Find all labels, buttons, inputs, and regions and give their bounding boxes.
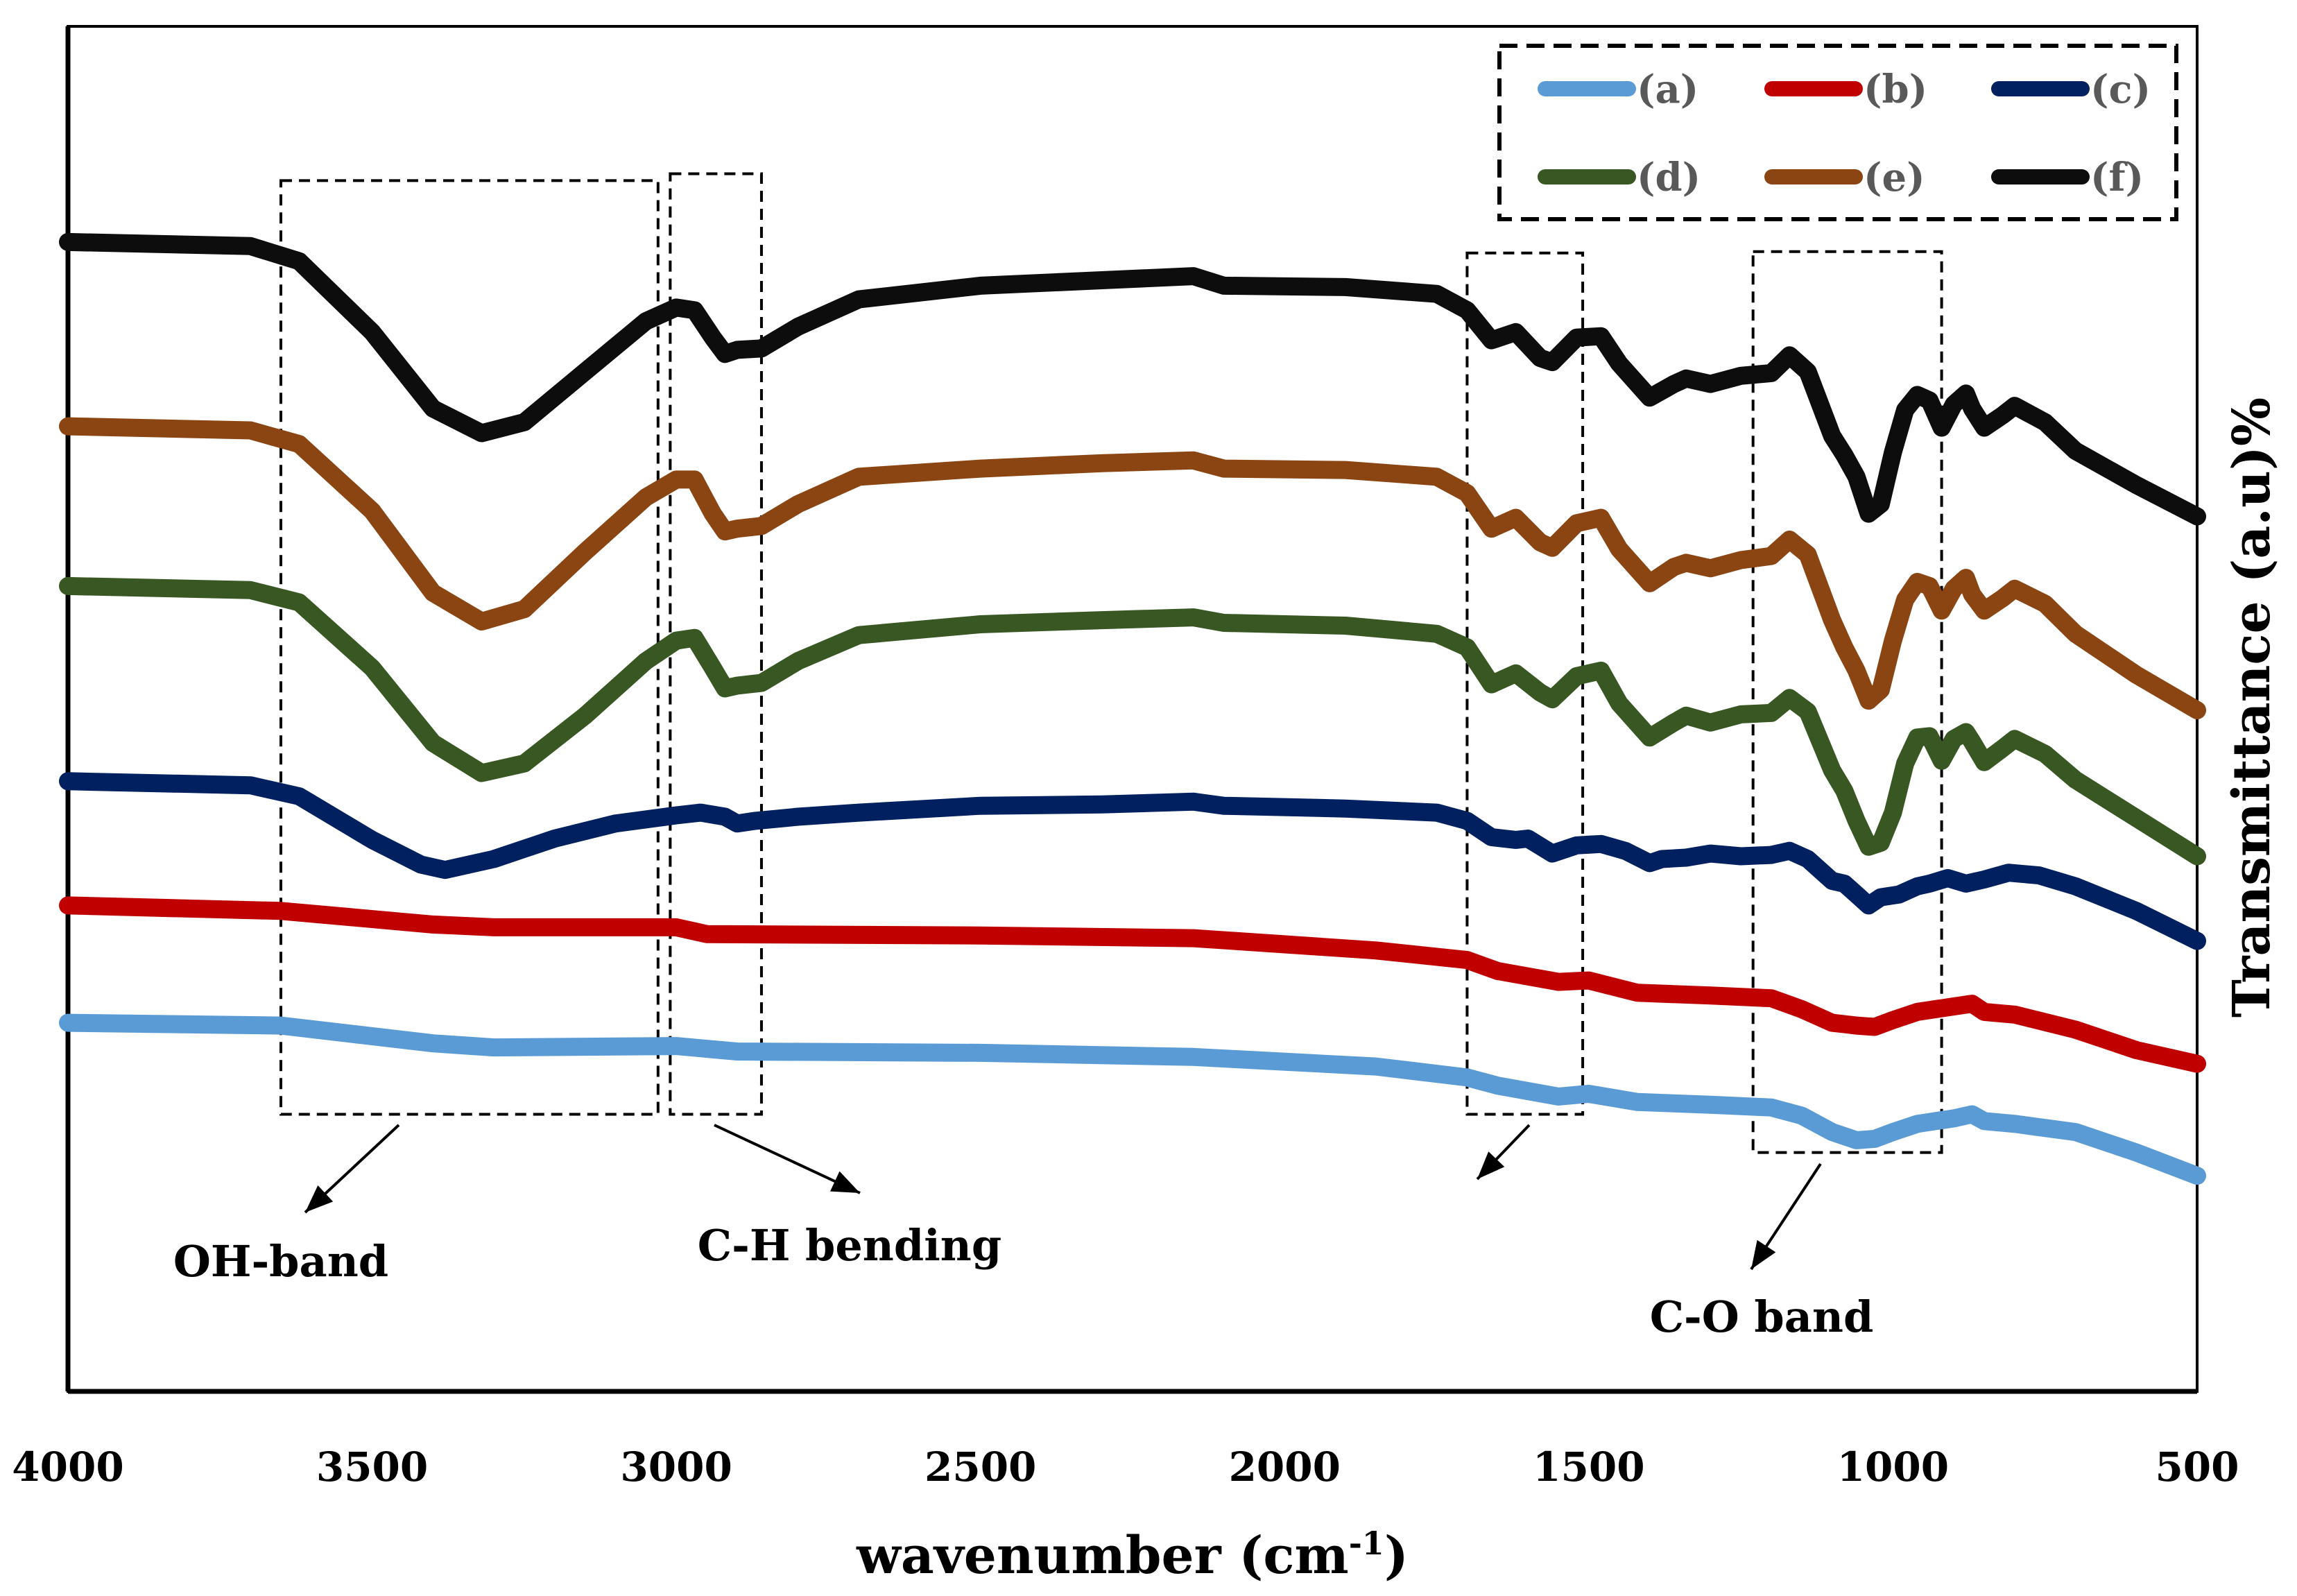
y-axis-title: Transmittance (a.u)% bbox=[2222, 397, 2282, 1018]
series-group bbox=[59, 232, 2206, 1185]
x-tick-label: 3000 bbox=[620, 1443, 732, 1491]
series-line-1 bbox=[59, 1013, 2206, 1185]
x-tick-label: 3500 bbox=[316, 1443, 428, 1491]
annotation-arrowhead-ch bbox=[829, 1171, 860, 1193]
annotation-group: OH-band C-H bending C-O band bbox=[173, 172, 1943, 1342]
annotation-label-ch: C-H bending bbox=[698, 1220, 1001, 1271]
legend-label-1: (a) bbox=[1637, 67, 1698, 112]
annotation-box-co bbox=[1751, 250, 1943, 1154]
x-tick-label: 2000 bbox=[1229, 1443, 1341, 1491]
annotation-box-oh bbox=[279, 179, 660, 1116]
legend: (a) (b) (c) (d) (e) (f) bbox=[1497, 44, 2178, 221]
annotation-arrowhead-mid bbox=[1477, 1151, 1505, 1179]
x-tick-label: 1500 bbox=[1533, 1443, 1644, 1491]
annotation-label-oh: OH-band bbox=[173, 1236, 388, 1287]
annotation-arrowhead-co bbox=[1751, 1239, 1776, 1269]
x-tick-labels: 4000 3500 3000 2500 2000 1500 1000 500 bbox=[12, 1443, 2239, 1491]
legend-box bbox=[1497, 44, 2178, 221]
x-tick-label: 1000 bbox=[1837, 1443, 1949, 1491]
x-axis-title-main: wavenumber (cm bbox=[856, 1526, 1349, 1586]
x-tick-label: 500 bbox=[2155, 1443, 2239, 1491]
series-line-4 bbox=[59, 576, 2206, 866]
x-axis-title-superscript: -1 bbox=[1349, 1525, 1384, 1562]
legend-label-5: (e) bbox=[1864, 155, 1925, 200]
legend-label-6: (f) bbox=[2090, 155, 2144, 200]
series-line-5 bbox=[59, 417, 2206, 719]
legend-label-2: (b) bbox=[1864, 67, 1927, 112]
series-line-3 bbox=[59, 772, 2206, 950]
x-axis-title: wavenumber (cm-1) bbox=[856, 1525, 1409, 1586]
x-tick-label: 2500 bbox=[924, 1443, 1036, 1491]
legend-label-4: (d) bbox=[1637, 155, 1701, 200]
series-line-2 bbox=[59, 896, 2206, 1073]
series-line-6 bbox=[59, 232, 2206, 526]
legend-label-3: (c) bbox=[2090, 67, 2151, 112]
annotation-label-co: C-O band bbox=[1650, 1292, 1874, 1342]
annotation-arrowhead-oh bbox=[305, 1185, 334, 1212]
x-tick-label: 4000 bbox=[12, 1443, 123, 1491]
x-axis-title-tail: ) bbox=[1384, 1526, 1409, 1586]
